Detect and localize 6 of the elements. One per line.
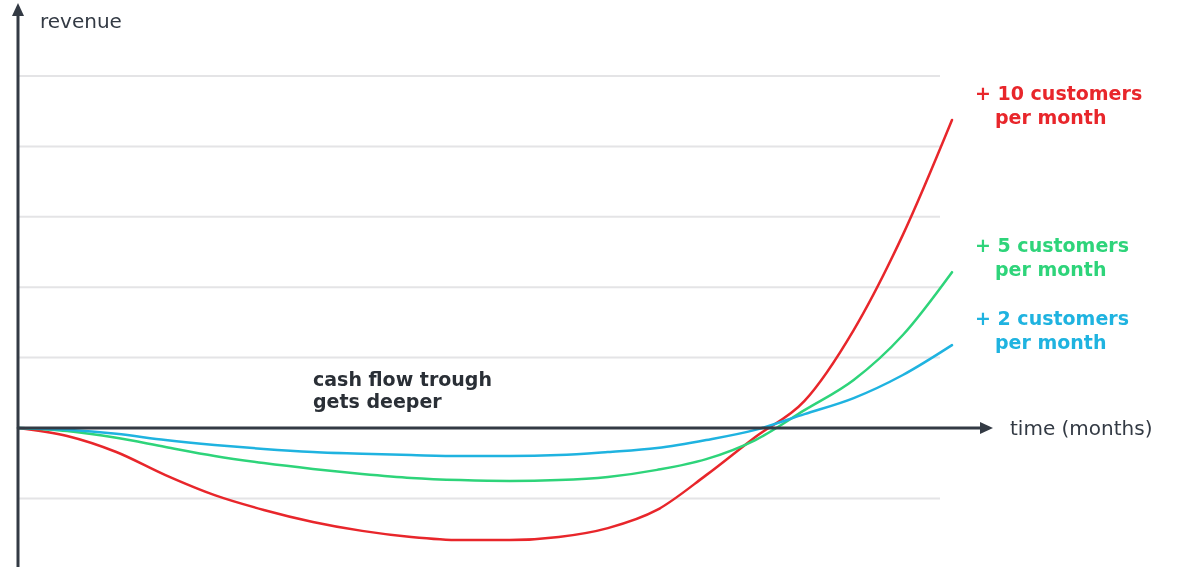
series-label: + 2 customers per month	[975, 307, 1129, 354]
x-axis-title: time (months)	[1010, 416, 1153, 440]
annotation: cash flow trough gets deeper	[313, 368, 492, 412]
series-label: + 10 customers per month	[975, 82, 1143, 128]
y-axis-title: revenue	[40, 9, 122, 33]
series-label: + 5 customers per month	[975, 234, 1129, 281]
